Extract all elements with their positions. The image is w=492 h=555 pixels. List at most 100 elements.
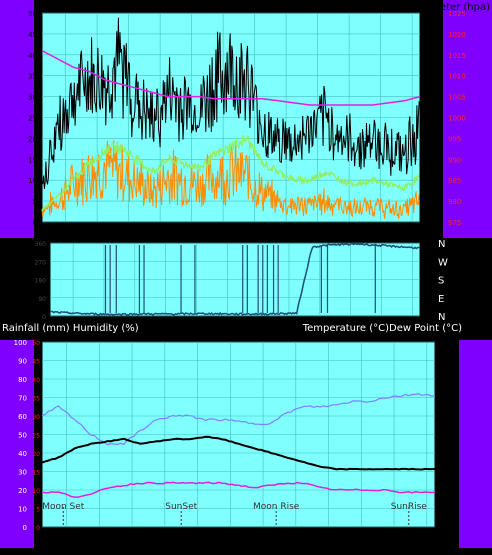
humidity-x-tick-label: 03 xyxy=(323,538,334,548)
wind-x-tick-label: 23 xyxy=(249,231,260,241)
wind-tick-label: 10 xyxy=(28,177,37,185)
baro-tick-label: 995 xyxy=(448,135,461,143)
dew-point-series xyxy=(41,481,436,498)
wind-x-tick-label: 17 xyxy=(154,231,165,241)
astro-label: Moon Rise xyxy=(253,502,300,512)
direction-compass-label: S xyxy=(438,276,444,287)
baro-tick-label: 990 xyxy=(448,156,461,164)
humidity-x-tick-label: 09 xyxy=(421,538,433,548)
temperature-tick-label: 5 xyxy=(441,501,445,509)
humidity-tick-label: 30 xyxy=(18,469,27,477)
direction-tick-label: 90 xyxy=(38,296,46,303)
wind-x-tick-label: 19 xyxy=(186,231,198,241)
wind-tick-label: 45 xyxy=(28,31,37,39)
wind-average-series xyxy=(41,134,420,211)
baro-tick-label: 1015 xyxy=(448,52,466,60)
temperature-tick-label: 0 xyxy=(441,524,445,532)
rainfall-tick-label: 0 xyxy=(36,525,40,532)
baro-tick-label: 1025 xyxy=(448,10,466,18)
humidity-x-tick-label: 15 xyxy=(126,538,137,548)
wind-x-tick-label: 13 xyxy=(91,231,102,241)
direction-tick-label: 360 xyxy=(35,241,47,248)
astro-label: SunSet xyxy=(165,502,197,512)
humidity-x-tick-label: 07 xyxy=(388,538,399,548)
humidity-tick-label: 70 xyxy=(18,395,27,403)
wind-tick-label: 0 xyxy=(33,219,37,227)
rainfall-tick-label: 15 xyxy=(32,470,40,477)
direction-compass-label: W xyxy=(438,257,448,268)
humidity-tick-label: 90 xyxy=(18,358,27,366)
humidity-x-tick-label: 05 xyxy=(356,538,367,548)
wind-tick-label: 20 xyxy=(28,135,37,143)
rainfall-tick-label: 30 xyxy=(32,414,40,421)
wind-tick-label: 25 xyxy=(28,115,37,123)
direction-compass-label: E xyxy=(438,294,444,305)
humidity-tick-label: 20 xyxy=(18,487,27,495)
direction-tick-label: 270 xyxy=(35,259,47,266)
temperature-tick-label: 15 xyxy=(441,455,450,463)
humidity-tick-label: 80 xyxy=(18,376,27,384)
right-axis-panel-top xyxy=(443,0,492,238)
wind-tick-label: 30 xyxy=(28,94,37,102)
temperature-tick-label: 35 xyxy=(441,362,450,370)
temperature-tick-label: 30 xyxy=(441,385,450,393)
baro-tick-label: 980 xyxy=(448,198,461,206)
wind-direction-series xyxy=(49,242,420,316)
wind-tick-label: 15 xyxy=(28,156,37,164)
temperature-tick-label: 20 xyxy=(441,432,450,440)
direction-tick-label: 180 xyxy=(35,278,47,285)
wind-x-tick-label: 21 xyxy=(217,231,228,241)
baro-tick-label: 1000 xyxy=(448,115,466,123)
wind-x-tick-label: 11 xyxy=(60,231,71,241)
rain-humidity-axis-title: Rainfall (mm) Humidity (%) xyxy=(2,323,139,334)
wind-tick-label: 5 xyxy=(33,198,37,206)
humidity-x-tick-label: 11 xyxy=(61,538,72,548)
humidity-tick-label: 60 xyxy=(18,413,27,421)
baro-tick-label: 1010 xyxy=(448,73,466,81)
barometer-axis-title: Barometer (hpa) xyxy=(407,2,490,13)
rainfall-tick-label: 10 xyxy=(32,488,40,495)
humidity-tick-label: 10 xyxy=(18,506,27,514)
direction-compass-label: N xyxy=(438,239,445,250)
left-axis-panel-bottom xyxy=(0,340,34,548)
wind-x-tick-label: 05 xyxy=(343,231,354,241)
temperature-tick-label: 25 xyxy=(441,408,450,416)
wind-tick-label: 50 xyxy=(28,10,37,18)
wind-x-tick-label: 15 xyxy=(123,231,134,241)
baro-tick-label: 1005 xyxy=(448,94,466,102)
humidity-tick-label: 0 xyxy=(23,524,27,532)
temperature-tick-label: 10 xyxy=(441,478,450,486)
humidity-x-tick-label: 23 xyxy=(257,538,268,548)
humidity-x-tick-label: 13 xyxy=(94,538,105,548)
humidity-series xyxy=(41,393,436,446)
humidity-tick-label: 40 xyxy=(18,450,27,458)
wind-x-tick-label: 09 xyxy=(406,231,418,241)
temperature-tick-label: 40 xyxy=(441,339,450,347)
wind-axis-title: Windspeed (kph) xyxy=(35,2,120,13)
wind-x-tick-label: 03 xyxy=(312,231,323,241)
humidity-x-tick-label: 19 xyxy=(192,538,204,548)
humidity-tick-label: 50 xyxy=(18,432,27,440)
rainfall-tick-label: 35 xyxy=(32,396,40,403)
direction-compass-label: N xyxy=(438,312,445,323)
rainfall-tick-label: 20 xyxy=(32,451,40,458)
rainfall-tick-label: 5 xyxy=(36,507,40,514)
rainfall-tick-label: 45 xyxy=(32,359,40,366)
graph-date-title: 24 hour graph day : 05 July 2018 xyxy=(167,2,332,13)
humidity-x-tick-label: 01 xyxy=(290,538,301,548)
right-axis-panel-bottom xyxy=(459,340,492,548)
wind-tick-label: 40 xyxy=(28,52,37,60)
baro-tick-label: 1020 xyxy=(448,31,466,39)
baro-tick-label: 975 xyxy=(448,219,461,227)
baro-tick-label: 985 xyxy=(448,177,461,185)
wind-x-tick-label: 07 xyxy=(375,231,386,241)
temperature-series xyxy=(41,435,436,471)
humidity-x-tick-label: 21 xyxy=(225,538,236,548)
temperature-axis-title: Temperature (°C)Dew Point (°C) xyxy=(302,323,462,334)
left-axis-panel-top xyxy=(0,0,34,238)
rainfall-tick-label: 25 xyxy=(32,433,40,440)
astro-label: SunRise xyxy=(391,502,428,512)
rainfall-tick-label: 40 xyxy=(32,377,40,384)
